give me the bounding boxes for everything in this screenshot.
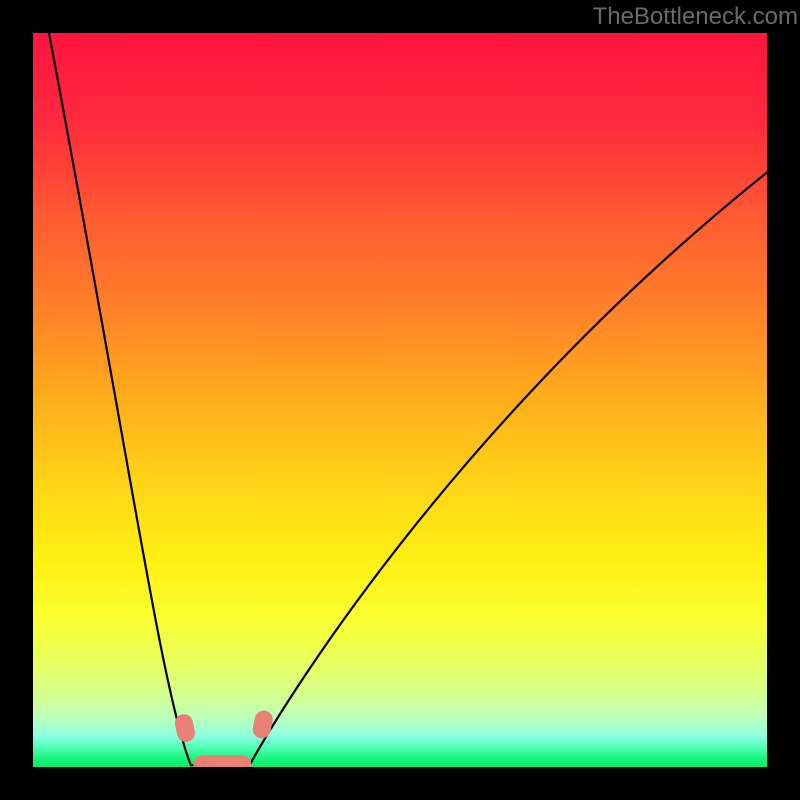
- plot-background: [33, 33, 767, 767]
- chart-stage: TheBottleneck.com: [0, 0, 800, 800]
- watermark-text: TheBottleneck.com: [593, 3, 798, 31]
- chart-svg: [0, 0, 800, 800]
